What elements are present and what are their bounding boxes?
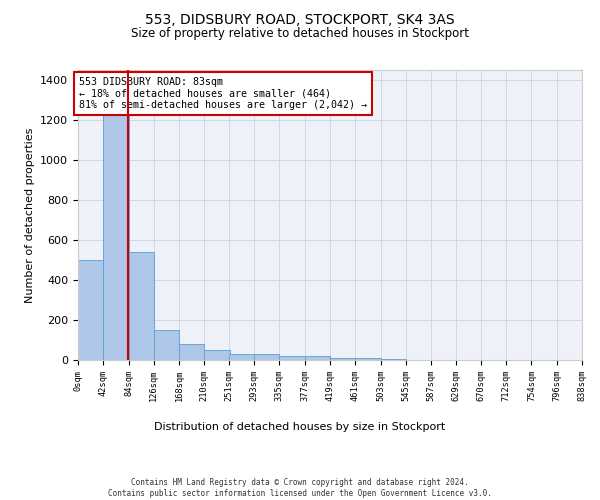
Bar [330, 358, 355, 360]
Bar [154, 330, 179, 360]
Text: Size of property relative to detached houses in Stockport: Size of property relative to detached ho… [131, 28, 469, 40]
Y-axis label: Number of detached properties: Number of detached properties [25, 128, 35, 302]
Text: 553, DIDSBURY ROAD, STOCKPORT, SK4 3AS: 553, DIDSBURY ROAD, STOCKPORT, SK4 3AS [145, 12, 455, 26]
Bar [229, 354, 254, 360]
Bar [305, 356, 330, 360]
Bar [78, 260, 103, 360]
Bar [103, 100, 128, 360]
Bar [280, 356, 305, 360]
Bar [254, 354, 280, 360]
Bar [128, 252, 154, 360]
Bar [355, 358, 380, 360]
Bar [205, 350, 230, 360]
Bar [380, 359, 406, 360]
Text: Contains HM Land Registry data © Crown copyright and database right 2024.
Contai: Contains HM Land Registry data © Crown c… [108, 478, 492, 498]
Text: 553 DIDSBURY ROAD: 83sqm
← 18% of detached houses are smaller (464)
81% of semi-: 553 DIDSBURY ROAD: 83sqm ← 18% of detach… [79, 77, 367, 110]
Text: Distribution of detached houses by size in Stockport: Distribution of detached houses by size … [154, 422, 446, 432]
Bar [179, 344, 205, 360]
